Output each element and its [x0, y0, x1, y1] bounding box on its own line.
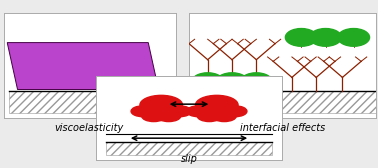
- Text: slip: slip: [181, 154, 197, 164]
- Circle shape: [140, 95, 183, 115]
- Circle shape: [285, 29, 317, 46]
- Polygon shape: [7, 43, 159, 90]
- Circle shape: [131, 106, 155, 117]
- Circle shape: [142, 111, 166, 122]
- Circle shape: [192, 73, 224, 91]
- Circle shape: [223, 106, 247, 117]
- Circle shape: [310, 29, 341, 46]
- Circle shape: [167, 106, 191, 117]
- Circle shape: [240, 73, 272, 91]
- Circle shape: [156, 111, 181, 122]
- Circle shape: [212, 111, 236, 122]
- Bar: [9, 91, 170, 113]
- Circle shape: [216, 73, 248, 91]
- Text: viscoelasticity: viscoelasticity: [54, 123, 124, 133]
- Bar: [105, 142, 272, 155]
- Circle shape: [187, 106, 211, 117]
- Circle shape: [195, 95, 238, 115]
- Circle shape: [197, 111, 222, 122]
- Text: interfacial effects: interfacial effects: [240, 123, 325, 133]
- Circle shape: [338, 29, 370, 46]
- Bar: [189, 91, 376, 113]
